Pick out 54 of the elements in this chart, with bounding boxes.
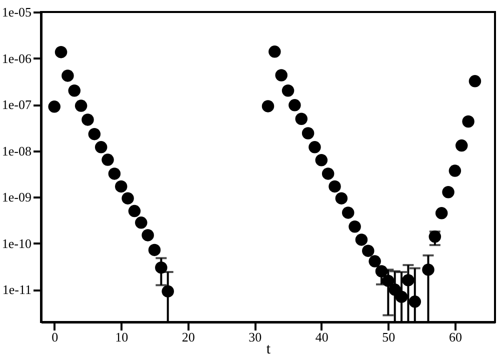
point <box>142 229 154 242</box>
point <box>262 100 274 112</box>
x-tick-label: 30 <box>248 330 262 344</box>
x-tick-label: 40 <box>315 330 328 344</box>
point <box>302 127 314 140</box>
point <box>348 220 361 233</box>
point <box>94 141 108 154</box>
point <box>362 244 374 257</box>
point <box>442 186 454 198</box>
x-tick-label: 60 <box>448 330 462 344</box>
x-axis-title: t <box>266 342 272 357</box>
point <box>268 46 281 58</box>
point <box>308 141 321 154</box>
point <box>288 99 301 112</box>
point <box>328 180 341 193</box>
point <box>275 69 288 82</box>
point <box>315 154 328 166</box>
point <box>342 206 354 219</box>
point <box>322 168 334 180</box>
point <box>355 234 368 246</box>
point <box>48 100 60 113</box>
point <box>282 84 294 97</box>
point <box>102 154 114 166</box>
y-tick-label: 1e-11 <box>2 282 32 298</box>
point <box>74 100 88 112</box>
y-tick-label: 1e-08 <box>2 143 32 158</box>
point <box>448 164 462 177</box>
y-tick-label: 1e-09 <box>2 190 32 205</box>
x-tick-label: 50 <box>382 330 396 344</box>
point <box>114 180 128 193</box>
point <box>82 114 94 126</box>
y-tick-label: 1e-05 <box>2 4 32 20</box>
point <box>368 255 381 268</box>
x-tick-label: 20 <box>182 330 195 344</box>
point <box>128 204 141 218</box>
point <box>295 112 308 125</box>
point <box>122 192 134 204</box>
point <box>135 216 148 229</box>
point <box>462 115 474 128</box>
y-tick-label: 1e-07 <box>2 97 32 112</box>
y-tick-label: 1e-06 <box>2 50 32 66</box>
point <box>455 139 468 152</box>
point <box>335 192 348 204</box>
x-tick-label: 0 <box>52 330 58 344</box>
point <box>62 70 74 82</box>
point <box>148 244 161 256</box>
point <box>88 128 101 140</box>
y-tick-label: 1e-10 <box>2 236 32 251</box>
point <box>435 207 448 220</box>
point <box>468 75 482 88</box>
x-tick-label: 10 <box>115 330 128 344</box>
point <box>108 168 121 180</box>
point <box>68 84 81 97</box>
point <box>54 46 68 58</box>
